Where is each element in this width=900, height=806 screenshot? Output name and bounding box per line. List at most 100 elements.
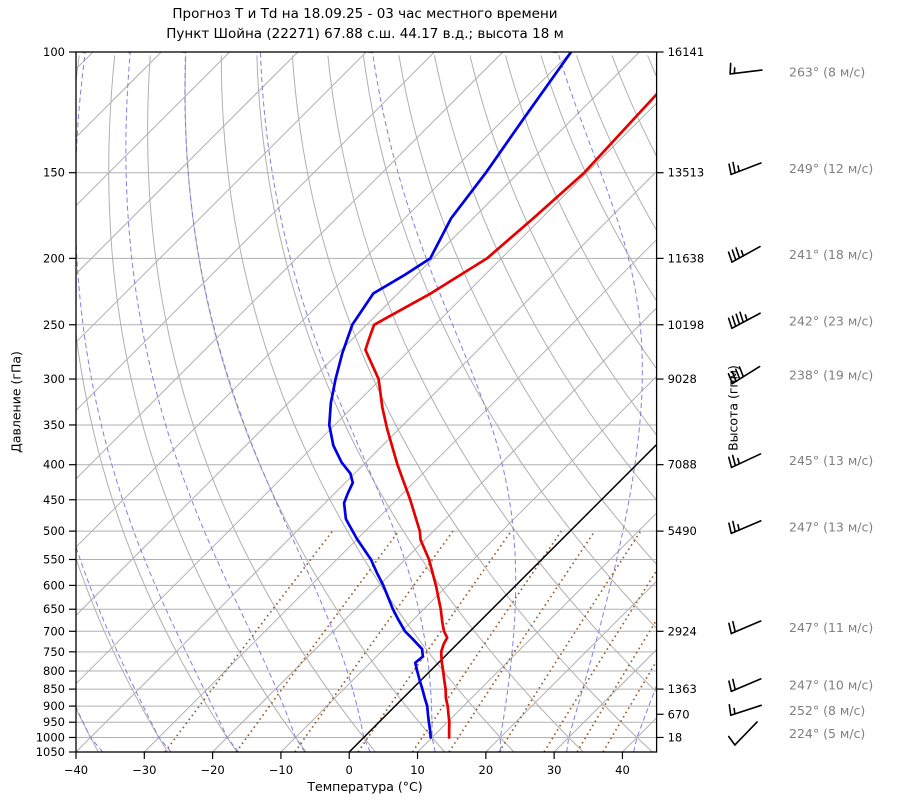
isotherm-line xyxy=(76,52,435,412)
moist-adiabat xyxy=(180,52,371,752)
wind-label: 252° (8 м/с) xyxy=(789,703,865,718)
isotherm-line xyxy=(485,580,657,752)
x-tick-label: −30 xyxy=(132,763,156,777)
dry-adiabat xyxy=(719,55,900,752)
wind-label: 247° (13 м/с) xyxy=(789,520,873,535)
pressure-tick-label: 850 xyxy=(43,682,65,696)
isotherm-line xyxy=(143,238,657,752)
dry-adiabat xyxy=(147,55,376,752)
wind-label: 263° (8 м/с) xyxy=(789,65,865,80)
dry-adiabat xyxy=(76,55,238,752)
mixing-ratio-line xyxy=(543,569,657,752)
pressure-tick-label: 1050 xyxy=(36,745,65,759)
dry-adiabat xyxy=(790,55,900,752)
x-tick-label: −40 xyxy=(64,763,88,777)
x-tick-label: 10 xyxy=(410,763,425,777)
dry-adiabat xyxy=(108,55,307,752)
zero-isotherm xyxy=(348,443,657,752)
moist-adiabat xyxy=(76,52,240,752)
axis-ticks xyxy=(69,51,664,759)
pressure-tick-label: 550 xyxy=(43,553,65,567)
moist-adiabat xyxy=(255,52,436,752)
height-tick-label: 9028 xyxy=(668,372,697,386)
isotherm-line xyxy=(76,52,640,617)
wind-label: 238° (19 м/с) xyxy=(789,368,873,383)
wind-label: 224° (5 м/с) xyxy=(789,726,865,741)
isotherm-line xyxy=(76,170,657,752)
pressure-tick-label: 400 xyxy=(43,458,65,472)
height-tick-label: 13513 xyxy=(668,166,705,180)
pressure-tick-label: 150 xyxy=(43,166,65,180)
moist-adiabat xyxy=(550,52,643,752)
mixing-ratio-line xyxy=(294,530,454,752)
mixing-ratio-line xyxy=(576,618,657,752)
pressure-tick-label: 750 xyxy=(43,645,65,659)
height-tick-label: 670 xyxy=(668,707,690,721)
pressure-tick-label: 100 xyxy=(43,45,65,59)
wind-label: 249° (12 м/с) xyxy=(789,161,873,176)
isotherm-line xyxy=(622,717,657,752)
dry-adiabat xyxy=(469,55,657,436)
pressure-tick-label: 250 xyxy=(43,318,65,332)
x-tick-label: 40 xyxy=(615,763,630,777)
wind-barb xyxy=(728,704,763,717)
isotherm-line xyxy=(76,52,230,207)
dry-adiabat xyxy=(220,55,515,752)
height-tick-label: 2924 xyxy=(668,624,697,638)
pressure-tick-label: 650 xyxy=(43,602,65,616)
dewpoint-curve xyxy=(327,52,573,739)
wind-barb xyxy=(727,245,761,263)
x-tick-label: 30 xyxy=(547,763,562,777)
wind-barb xyxy=(727,721,758,746)
height-axis-label: Высота (гпм) xyxy=(725,365,741,451)
dry-adiabat xyxy=(861,55,900,752)
temperature-axis-label: Температура (°C) xyxy=(307,779,423,794)
isotherm-line xyxy=(76,52,572,548)
height-tick-label: 1363 xyxy=(668,682,697,696)
moist-adiabat xyxy=(366,52,517,752)
height-tick-label: 16141 xyxy=(668,45,705,59)
wind-barb xyxy=(728,520,762,535)
dry-adiabat xyxy=(683,55,900,752)
dry-adiabat xyxy=(647,55,657,79)
dry-adiabat xyxy=(825,55,900,752)
pressure-tick-label: 950 xyxy=(43,715,65,729)
wind-barb xyxy=(727,365,761,385)
temperature-curve xyxy=(364,92,657,739)
dry-adiabat xyxy=(754,55,900,752)
isotherm-line xyxy=(212,307,657,752)
dry-adiabat xyxy=(398,55,657,566)
dry-adiabat xyxy=(256,55,584,752)
isotherm-line xyxy=(280,375,657,752)
plot-border xyxy=(75,51,658,753)
pressure-tick-label: 600 xyxy=(43,578,65,592)
isotherm-line xyxy=(76,52,367,343)
x-tick-label: 20 xyxy=(479,763,494,777)
wind-barb xyxy=(727,453,762,469)
x-tick-label: −20 xyxy=(200,763,224,777)
mixing-ratio-line xyxy=(411,530,563,752)
height-tick-label: 7088 xyxy=(668,458,697,472)
height-tick-label: 18 xyxy=(668,730,683,744)
dry-adiabat xyxy=(76,557,169,752)
pressure-tick-label: 450 xyxy=(43,493,65,507)
isotherm-line xyxy=(417,512,657,752)
pressure-tick-label: 900 xyxy=(43,699,65,713)
x-tick-label: 0 xyxy=(346,763,353,777)
mixing-ratio-line xyxy=(164,530,334,752)
wind-column: 263° (8 м/с) 249° (12 м/с) 241° (18 м/с) 24… xyxy=(727,62,873,746)
mixing-ratio-line xyxy=(602,659,657,752)
pressure-tick-label: 200 xyxy=(43,251,65,265)
mixing-ratio-line xyxy=(448,530,596,752)
dry-adiabat xyxy=(291,55,653,752)
dry-adiabat xyxy=(504,55,657,370)
wind-label: 241° (18 м/с) xyxy=(789,247,873,262)
dry-adiabat xyxy=(433,55,657,501)
moist-adiabat xyxy=(125,52,306,752)
mixing-ratio-line xyxy=(357,530,512,752)
height-tick-label: 11638 xyxy=(668,251,705,265)
pressure-tick-label: 1000 xyxy=(36,730,65,744)
background-grid xyxy=(76,52,900,752)
x-tick-label: −10 xyxy=(269,763,293,777)
